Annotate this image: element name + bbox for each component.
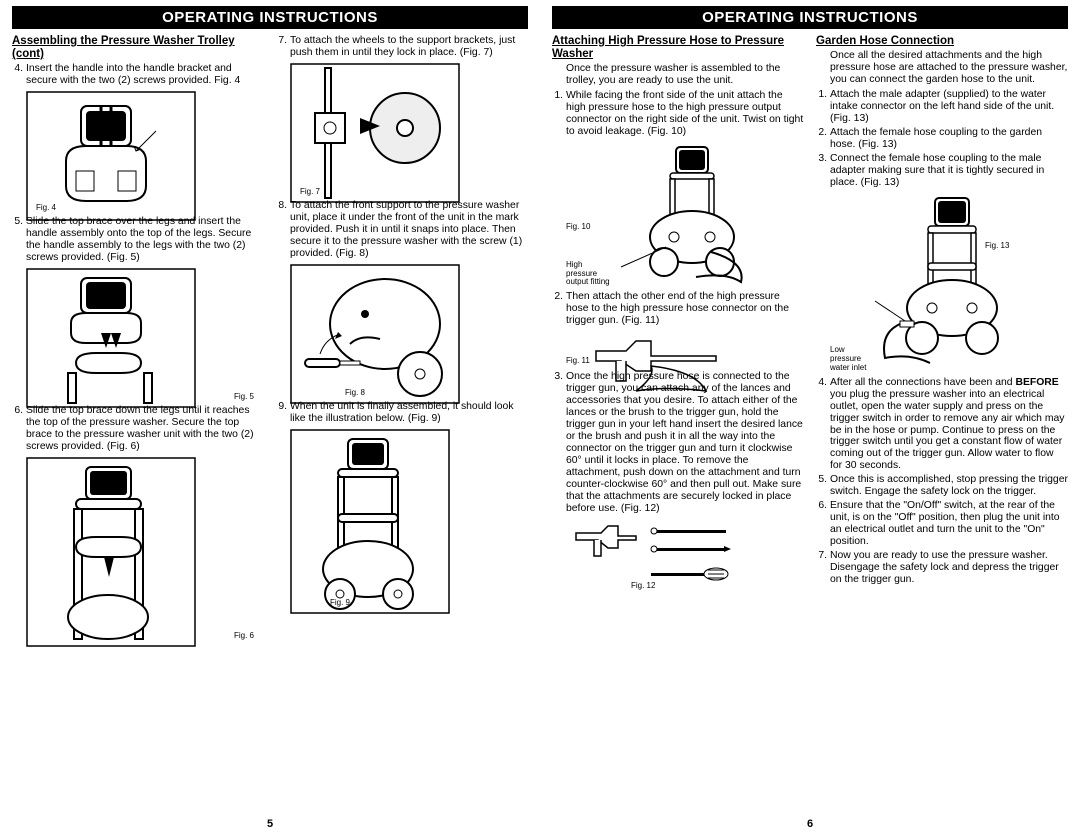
c-step-5: 5. Once this is accomplished, stop press… [816,474,1068,498]
figure-12: Fig. 12 [566,518,804,590]
figure-13: Low pressure water inlet [830,193,1068,373]
fig6-caption: Fig. 6 [26,631,254,640]
sectionC-intro: Once all the desired attachments and the… [816,50,1068,86]
fig9-caption: Fig. 9 [330,598,528,607]
fig12-caption: Fig. 12 [631,581,804,590]
fig7-caption: Fig. 7 [300,187,528,196]
fig8-caption: Fig. 8 [345,388,528,397]
page5-col-right: 7. To attach the wheels to the support b… [276,35,528,644]
step-9: 9. When the unit is finally assembled, i… [276,401,528,425]
b-step-2: 2. Then attach the other end of the high… [552,291,804,327]
section-title-assembling: Assembling the Pressure Washer Trolley (… [12,35,264,61]
figure-4: Fig. 4 [26,91,264,212]
c-step-4: 4. After all the connections have been a… [816,377,1068,473]
figure-11: Fig. 11 [566,331,804,365]
step-4: 4. Insert the handle into the handle bra… [12,63,264,87]
page-number-5: 5 [267,818,273,830]
b-step-3: 3. Once the high pressure hose is connec… [552,371,804,514]
header-bar-right: OPERATING INSTRUCTIONS [552,6,1068,29]
page6-columns: Attaching High Pressure Hose to Pressure… [552,35,1068,594]
page6-col-right: Garden Hose Connection Once all the desi… [816,35,1068,594]
header-bar-left: OPERATING INSTRUCTIONS [12,6,528,29]
page5-col-left: Assembling the Pressure Washer Trolley (… [12,35,264,644]
c-step-2: 2. Attach the female hose coupling to th… [816,127,1068,151]
page-6: OPERATING INSTRUCTIONS Attaching High Pr… [540,0,1080,834]
step-5: 5. Slide the top brace over the legs and… [12,216,264,264]
figure-7: Fig. 7 [290,63,528,196]
fig10-label: High pressure output fitting [566,261,610,287]
step-8: 8. To attach the front support to the pr… [276,200,528,260]
fig4-caption: Fig. 4 [36,203,264,212]
figure-8: Fig. 8 [290,264,528,397]
page5-columns: Assembling the Pressure Washer Trolley (… [12,35,528,644]
c-step-6: 6. Ensure that the "On/Off" switch, at t… [816,500,1068,548]
fig5-caption: Fig. 5 [26,392,254,401]
page6-col-left: Attaching High Pressure Hose to Pressure… [552,35,804,594]
step-7: 7. To attach the wheels to the support b… [276,35,528,59]
figure-10: Fig. 10 High pressure output fitting [566,142,804,287]
page-number-6: 6 [807,818,813,830]
c-step-3: 3. Connect the female hose coupling to t… [816,153,1068,189]
figure-6: Fig. 6 [26,457,264,640]
figure-9: Fig. 9 [290,429,528,607]
section-title-hose: Attaching High Pressure Hose to Pressure… [552,35,804,61]
sectionB-intro: Once the pressure washer is assembled to… [552,63,804,87]
fig13-caption-svg: Fig. 13 [985,241,1010,250]
fig13-label: Low pressure water inlet [830,346,866,372]
c-step-1: 1. Attach the male adapter (supplied) to… [816,89,1068,125]
figure-5: Fig. 5 [26,268,264,401]
c-step-7: 7. Now you are ready to use the pressure… [816,550,1068,586]
step-6: 6. Slide the top brace down the legs unt… [12,405,264,453]
page-5: OPERATING INSTRUCTIONS Assembling the Pr… [0,0,540,834]
fig10-caption: Fig. 10 [566,222,610,231]
b-step-1: 1. While facing the front side of the un… [552,90,804,138]
section-title-garden: Garden Hose Connection [816,35,1068,48]
